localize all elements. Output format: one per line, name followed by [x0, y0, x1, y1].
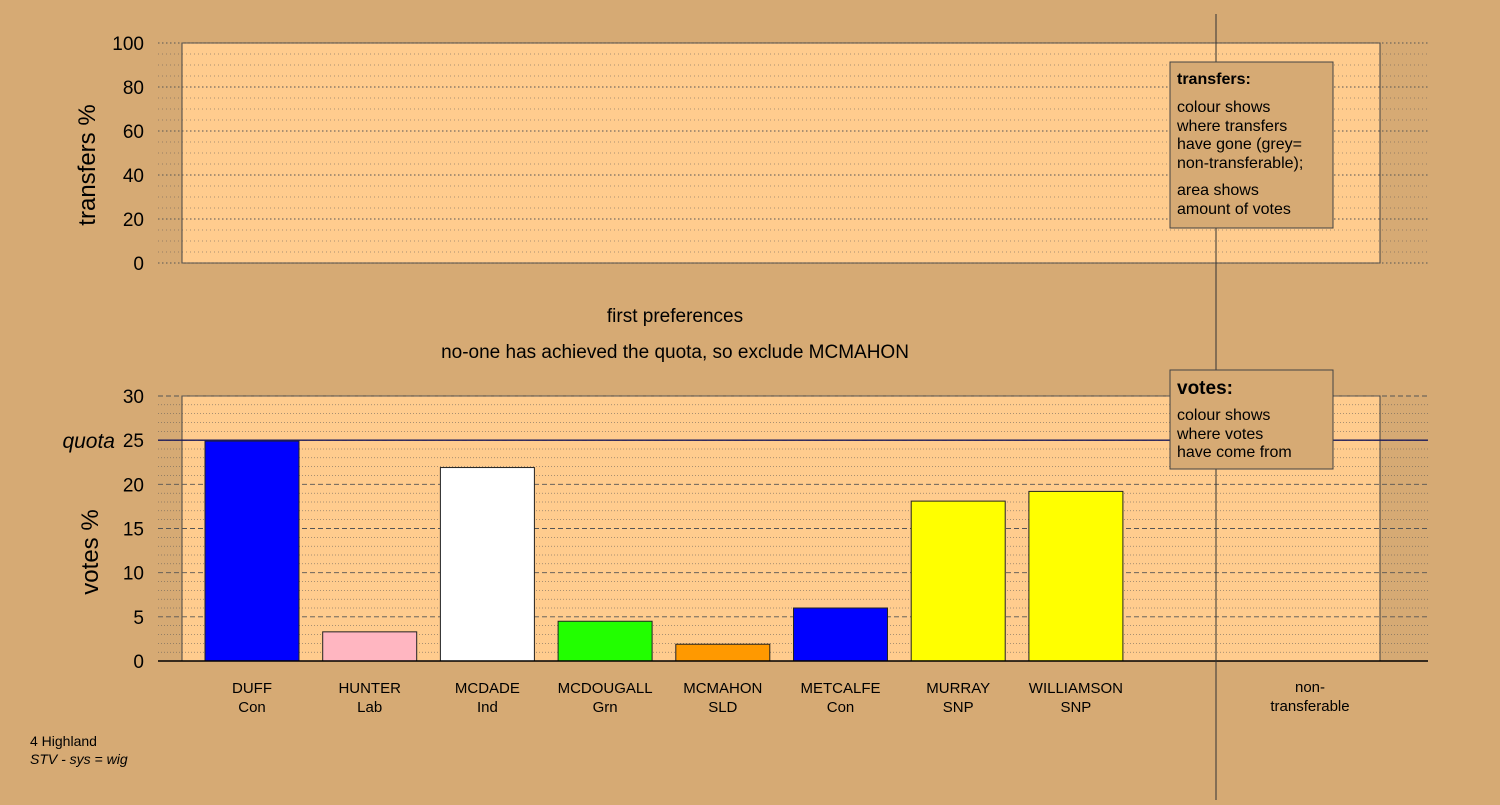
vote-bar [204, 440, 300, 662]
transfers-legend-line: where transfers [1176, 118, 1287, 135]
votes-legend-title: votes: [1177, 378, 1233, 399]
votes-legend-line: have come from [1177, 444, 1292, 461]
quota-label: quota [62, 430, 115, 453]
vote-bar [675, 643, 771, 662]
votes-y-tick-label: 5 [133, 608, 144, 629]
votes-y-ticks: 0 5 10 15 20 25 30 [123, 387, 144, 673]
votes-legend-line: where votes [1176, 426, 1263, 443]
votes-y-tick-label: 15 [123, 520, 144, 541]
vote-bar [793, 607, 888, 662]
candidate-party-label: Grn [593, 699, 618, 716]
candidate-name-label: MCDADE [455, 680, 520, 697]
candidate-name-label: DUFF [232, 680, 272, 697]
votes-y-tick-label: 10 [123, 564, 144, 585]
transfers-legend: transfers: colour shows where transfers … [1169, 61, 1334, 229]
candidate-name-label: METCALFE [800, 680, 880, 697]
transfers-y-tick-label: 60 [123, 122, 144, 143]
transfers-legend-line: area shows [1177, 182, 1259, 199]
candidate-party-label: SNP [1060, 699, 1091, 716]
transfers-legend-title: transfers: [1177, 71, 1251, 88]
transfers-y-tick-label: 0 [133, 254, 144, 275]
transfers-legend-line: have gone (grey= [1177, 136, 1302, 153]
votes-bars [204, 440, 1124, 662]
votes-y-tick-label: 0 [133, 652, 144, 673]
transfers-y-tick-label: 40 [123, 166, 144, 187]
transfers-legend-box [1169, 61, 1334, 229]
transfers-legend-line: amount of votes [1177, 201, 1291, 218]
candidate-name-label: WILLIAMSON [1029, 680, 1123, 697]
votes-y-tick-label: 25 [123, 431, 144, 452]
transfers-y-tick-label: 100 [112, 34, 144, 55]
candidate-party-label: SLD [708, 699, 737, 716]
candidate-name-label: MURRAY [926, 680, 990, 697]
votes-x-labels: DUFF Con HUNTER Lab MCDADE Ind MCDOUGALL Grn MCM… [232, 680, 1123, 716]
vote-bar [439, 467, 535, 662]
chart-subtitle: no-one has achieved the quota, so exclud… [441, 342, 909, 363]
candidate-party-label: Con [238, 699, 266, 716]
nontransferable-label-1: non- [1295, 679, 1325, 696]
candidate-party-label: SNP [943, 699, 974, 716]
candidate-party-label: Con [827, 699, 855, 716]
candidate-name-label: MCMAHON [683, 680, 762, 697]
transfers-y-tick-label: 80 [123, 78, 144, 99]
transfers-axis-label: transfers % [74, 104, 101, 225]
footer-system: STV - sys = wig [30, 751, 128, 767]
footer-region: 4 Highland [30, 733, 97, 749]
votes-legend: votes: colour shows where votes have com… [1169, 369, 1334, 470]
vote-bar [322, 631, 418, 662]
votes-y-tick-label: 20 [123, 475, 144, 496]
candidate-party-label: Ind [477, 699, 498, 716]
votes-axis-label: votes % [77, 509, 104, 594]
vote-bar [557, 620, 653, 662]
candidate-party-label: Lab [357, 699, 382, 716]
chart-title: first preferences [607, 306, 743, 327]
votes-legend-box [1169, 369, 1334, 470]
transfers-y-ticks: 0 20 40 60 80 100 [112, 34, 144, 275]
vote-bar [1028, 490, 1124, 662]
votes-legend-line: colour shows [1177, 407, 1270, 424]
candidate-name-label: HUNTER [338, 680, 401, 697]
votes-y-tick-label: 30 [123, 387, 144, 408]
transfers-y-tick-label: 20 [123, 210, 144, 231]
transfers-legend-line: non-transferable); [1177, 155, 1303, 172]
candidate-name-label: MCDOUGALL [558, 680, 653, 697]
transfers-legend-line: colour shows [1177, 99, 1270, 116]
vote-bar [910, 500, 1006, 662]
nontransferable-label-2: transferable [1270, 698, 1349, 715]
